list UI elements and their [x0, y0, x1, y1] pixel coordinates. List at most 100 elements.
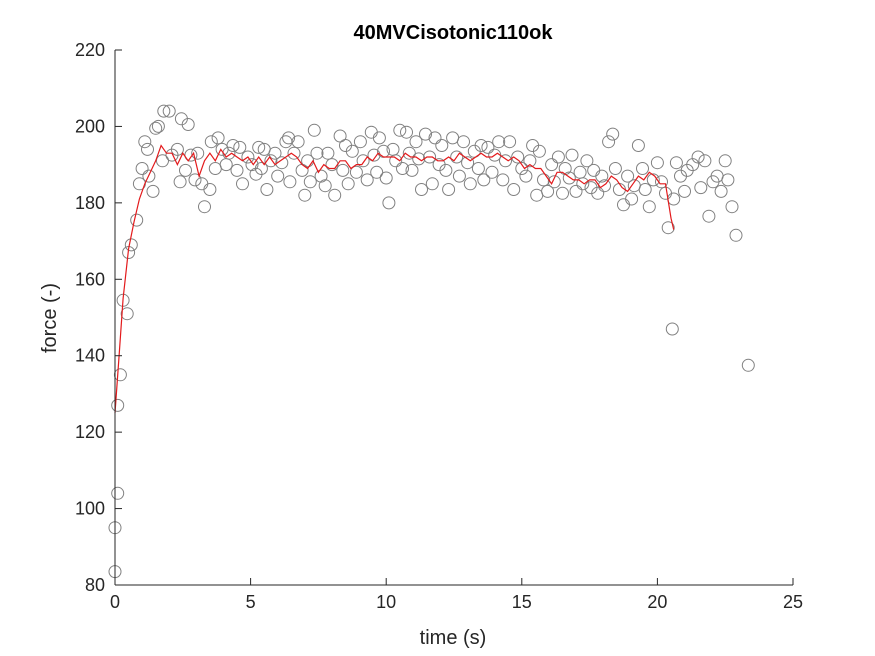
scatter-point — [321, 146, 335, 160]
scatter-point — [515, 162, 529, 175]
scatter-point — [287, 146, 301, 160]
scatter-point — [179, 163, 192, 177]
scatter-point — [591, 186, 605, 200]
scatter-point — [425, 177, 439, 191]
scatter-point — [353, 135, 367, 149]
scatter-point — [282, 131, 296, 145]
scatter-point — [203, 183, 217, 196]
scatter-point — [233, 140, 247, 154]
scatter-point — [400, 125, 413, 139]
scatter-point — [661, 221, 675, 235]
scatter-point — [625, 192, 639, 206]
scatter-point — [382, 196, 396, 210]
scatter-point — [565, 148, 579, 162]
scatter-point — [254, 162, 268, 175]
scatter-point — [499, 154, 512, 168]
scatter-point — [142, 169, 156, 183]
scatter-point — [452, 169, 466, 183]
scatter-point — [721, 173, 735, 187]
scatter-point — [230, 163, 244, 177]
y-tick-label: 120 — [75, 422, 105, 442]
scatter-point — [655, 175, 668, 189]
scatter-point — [162, 104, 176, 118]
scatter-point — [241, 150, 255, 164]
scatter-point — [461, 156, 475, 170]
scatter-point — [511, 150, 525, 164]
scatter-point — [415, 183, 428, 196]
scatter-point — [245, 158, 259, 172]
scatter-point — [532, 144, 546, 158]
scatter-point — [457, 135, 470, 149]
scatter-point — [204, 135, 218, 149]
scatter-point — [545, 158, 559, 172]
scatter-point — [345, 144, 359, 158]
scatter-point — [669, 156, 683, 170]
scatter-point — [463, 177, 477, 191]
scatter-point — [636, 162, 649, 175]
scatter-point — [450, 150, 464, 164]
scatter-point — [471, 162, 485, 175]
scatter-point — [389, 154, 403, 168]
scatter-point — [349, 165, 363, 179]
scatter-point — [492, 135, 506, 149]
scatter-point — [260, 183, 274, 196]
scatter-point — [314, 169, 328, 183]
x-tick-label: 5 — [246, 592, 256, 612]
scatter-point — [130, 213, 144, 227]
scatter-point — [318, 179, 332, 193]
scatter-point — [405, 163, 419, 177]
scatter-point — [188, 173, 202, 187]
scatter-point — [138, 135, 152, 149]
scatter-point — [580, 154, 594, 168]
scatter-point — [551, 150, 565, 164]
scatter-point — [477, 173, 491, 187]
scatter-point — [396, 162, 409, 175]
scatter-point — [271, 169, 285, 183]
scatter-point — [595, 169, 609, 183]
y-tick-label: 140 — [75, 346, 105, 366]
y-tick-label: 100 — [75, 499, 105, 519]
scatter-point — [252, 140, 266, 154]
scatter-point — [698, 154, 712, 168]
scatter-point — [423, 150, 437, 164]
scatter-point — [151, 119, 165, 133]
scatter-point — [621, 169, 635, 183]
scatter-point — [646, 173, 660, 187]
scatter-point — [741, 358, 755, 372]
scatter-point — [170, 142, 184, 156]
scatter-point — [694, 181, 708, 195]
scatter-point — [211, 131, 225, 145]
scatter-point — [547, 175, 561, 189]
scatter-point — [356, 154, 370, 168]
y-tick-label: 160 — [75, 269, 105, 289]
axes: 0 5 10 15 20 25 80 100 120 140 160 180 200 220 — [75, 40, 803, 612]
scatter-point — [379, 171, 393, 185]
scatter-point — [556, 186, 569, 200]
scatter-point — [402, 146, 416, 160]
scatter-point — [310, 146, 324, 160]
scatter-point — [428, 131, 442, 145]
scatter-point — [111, 398, 125, 412]
scatter-point — [702, 209, 716, 223]
scatter-point — [576, 177, 590, 191]
scatter-point — [608, 162, 622, 175]
scatter-point — [562, 171, 576, 185]
scatter-point — [283, 175, 297, 189]
x-tick-label: 10 — [376, 592, 396, 612]
scatter-point — [642, 200, 656, 214]
scatter-point — [181, 118, 195, 131]
scatter-point — [474, 139, 488, 152]
scatter-point — [191, 146, 205, 160]
scatter-point — [650, 156, 664, 170]
scatter-point — [149, 121, 163, 135]
scatter-point — [370, 165, 384, 179]
scatter-point — [602, 135, 616, 149]
y-tick-label: 80 — [85, 575, 105, 595]
scatter-point — [336, 163, 350, 177]
y-tick-label: 200 — [75, 116, 105, 136]
scatter-point — [198, 200, 211, 214]
scatter-point — [226, 139, 240, 152]
scatter-point — [173, 175, 187, 189]
scatter-point — [264, 154, 278, 168]
scatter-point — [519, 169, 533, 183]
